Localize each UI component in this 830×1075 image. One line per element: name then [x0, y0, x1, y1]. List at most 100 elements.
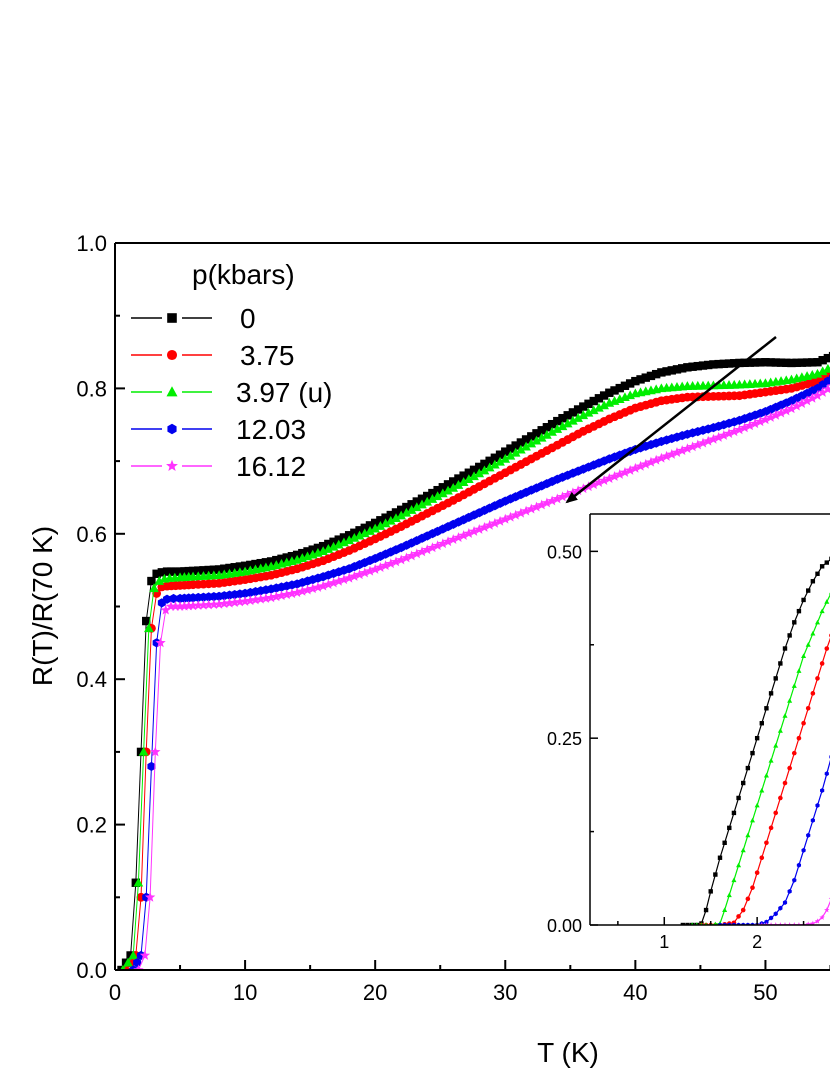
series-point: [813, 358, 822, 367]
series-point: [204, 565, 213, 575]
series-point: [812, 368, 823, 378]
series-point: [775, 407, 787, 418]
series-point: [188, 566, 198, 576]
series-point: [381, 513, 390, 522]
series-point: [475, 462, 484, 472]
series-point: [407, 500, 416, 509]
series-point: [635, 460, 646, 471]
series-point: [490, 459, 500, 469]
series-point: [704, 360, 713, 370]
series-point: [433, 485, 442, 495]
inset-series-point: [731, 810, 737, 816]
inset-series-point: [764, 706, 769, 711]
series-point: [396, 554, 407, 565]
series-point: [619, 466, 631, 477]
series-point: [180, 567, 189, 576]
series-point: [338, 574, 350, 585]
inset-series-point: [815, 571, 820, 576]
inset-y-tick-label-0: 0.00: [547, 916, 582, 936]
series-point: [756, 358, 765, 367]
series-point: [484, 519, 495, 530]
inset-x-tick-label-0: 1: [659, 932, 669, 952]
inset-series-point: [750, 750, 755, 756]
inset-series-point: [768, 915, 774, 921]
series-point: [469, 471, 479, 481]
inset-series-point: [759, 855, 765, 861]
series-point: [266, 557, 276, 566]
series-point: [760, 414, 771, 425]
y-tick-label-0: 0.0: [76, 958, 107, 983]
inset-frame-bg: [590, 514, 830, 925]
inset-series-point: [791, 683, 797, 688]
series-point: [344, 531, 354, 540]
series-point: [693, 361, 702, 371]
series-point: [506, 444, 515, 453]
series-point: [277, 554, 286, 564]
legend-entry-4: 16.12: [131, 451, 306, 482]
series-point: [349, 570, 360, 581]
series-point: [671, 447, 683, 457]
series-point: [380, 560, 391, 571]
inset-series-point: [773, 810, 779, 816]
series-point: [672, 365, 682, 374]
inset-series-point: [736, 914, 741, 919]
series-point: [385, 515, 396, 525]
series-point: [598, 475, 610, 486]
series-point: [144, 891, 156, 902]
series-point: [718, 430, 730, 440]
series-point: [464, 474, 474, 484]
series-point: [422, 496, 433, 506]
series-point: [183, 600, 194, 611]
inset-series-point: [777, 728, 783, 733]
series-point: [620, 381, 630, 390]
series-point: [402, 502, 411, 512]
series-point: [552, 493, 563, 504]
inset-series-point: [806, 588, 811, 593]
series-point: [287, 551, 297, 561]
series-point: [133, 958, 142, 968]
inset-series-point: [727, 825, 732, 831]
series-point: [208, 599, 220, 610]
series-point: [406, 550, 417, 561]
series-point: [558, 414, 567, 423]
series-point: [818, 355, 827, 365]
series-point: [307, 583, 318, 594]
x-tick-label-5: 50: [753, 980, 777, 1005]
legend-label-0: 0: [240, 303, 256, 334]
series-point: [526, 438, 537, 448]
series-point: [573, 413, 583, 422]
series-point: [308, 545, 317, 554]
series-point: [369, 563, 381, 574]
legend-entry-0: 0: [131, 303, 256, 334]
inset-series-point: [722, 907, 728, 913]
inset-series-point: [754, 735, 760, 741]
inset-series-point: [782, 780, 788, 786]
inset-series-point: [801, 653, 807, 658]
series-point: [568, 408, 578, 417]
series-point: [354, 530, 365, 540]
series-point: [349, 532, 360, 542]
inset-series-point: [801, 597, 806, 603]
inset-series-point: [768, 757, 774, 763]
series-point: [350, 528, 359, 537]
series-point: [152, 569, 161, 578]
series-point: [792, 358, 801, 368]
series-point: [676, 445, 688, 456]
inset-series-point: [741, 780, 746, 786]
series-point: [406, 505, 417, 514]
series-point: [213, 598, 225, 609]
series-point: [542, 423, 552, 432]
inset-series-point: [819, 564, 825, 569]
series-point: [391, 508, 401, 517]
series-point: [339, 533, 349, 542]
series-point: [256, 558, 265, 568]
series-point: [143, 623, 154, 633]
inset-series-point: [810, 817, 815, 823]
y-tick-label-3: 0.6: [76, 522, 107, 547]
inset-series-point: [824, 907, 830, 913]
series-point: [494, 515, 506, 526]
series-point: [594, 402, 604, 412]
series-point: [495, 450, 505, 459]
series-point: [505, 511, 516, 522]
series-point: [771, 358, 781, 367]
